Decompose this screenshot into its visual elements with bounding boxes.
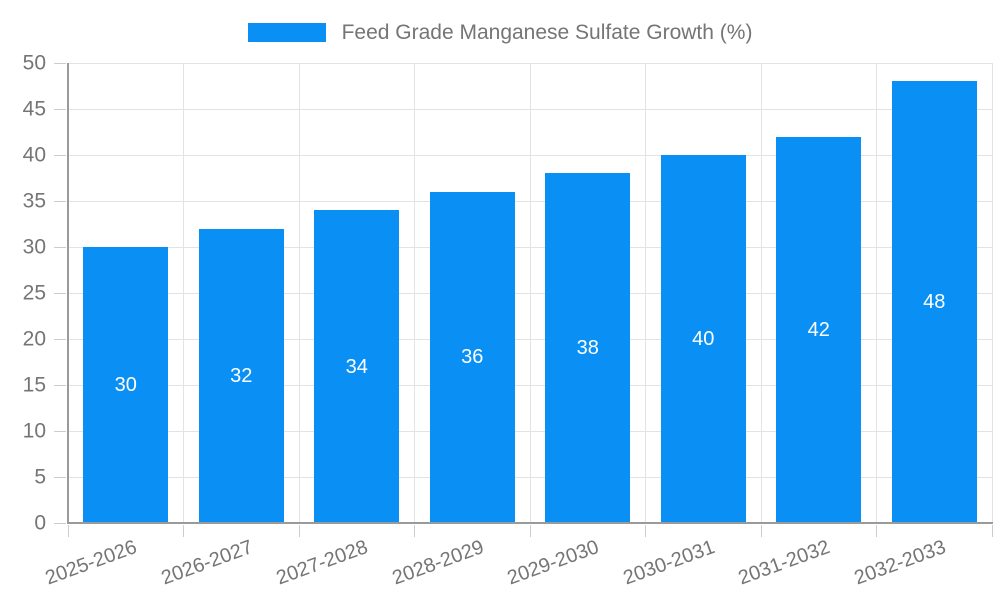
bar[interactable] xyxy=(429,191,515,522)
x-axis-line xyxy=(67,522,993,524)
x-tick-mark xyxy=(529,525,531,537)
x-tick-mark xyxy=(298,525,300,537)
bar-value-label: 40 xyxy=(692,328,715,350)
y-tick-label: 15 xyxy=(22,373,46,397)
bar-value-label: 30 xyxy=(114,374,137,396)
y-tick-label: 35 xyxy=(22,189,46,213)
x-tick-mark xyxy=(414,525,415,537)
y-tick-label: 40 xyxy=(22,143,46,167)
y-tick-mark xyxy=(54,292,66,294)
y-tick-label: 0 xyxy=(34,511,46,535)
bar[interactable] xyxy=(776,136,862,522)
y-tick-label: 25 xyxy=(22,281,46,305)
x-tick-mark xyxy=(760,525,762,537)
chart-legend[interactable]: Feed Grade Manganese Sulfate Growth (%) xyxy=(0,14,1000,50)
x-tick-mark xyxy=(645,525,646,537)
x-tick-label: 2032-2033 xyxy=(851,536,949,590)
bar-value-label: 32 xyxy=(230,364,253,387)
y-axis-line xyxy=(67,63,69,523)
bar-value-label: 38 xyxy=(576,337,599,360)
y-tick-mark xyxy=(54,476,66,478)
y-tick-mark xyxy=(54,108,66,110)
x-gridline xyxy=(298,63,300,523)
y-tick-mark xyxy=(54,246,66,248)
bar[interactable] xyxy=(545,173,631,522)
y-tick-label: 50 xyxy=(22,51,46,75)
y-tick-label: 30 xyxy=(22,235,46,259)
y-tick-mark xyxy=(54,522,66,524)
y-tick-mark xyxy=(54,154,66,156)
x-tick-label: 2029-2030 xyxy=(504,536,602,590)
x-tick-label: 2031-2032 xyxy=(735,536,833,590)
x-tick-label: 2026-2027 xyxy=(158,536,256,590)
x-gridline xyxy=(760,63,762,523)
x-tick-label: 2028-2029 xyxy=(389,536,487,590)
x-tick-mark xyxy=(876,525,877,537)
y-tick-label: 5 xyxy=(34,465,46,489)
bar-value-label: 36 xyxy=(461,346,484,369)
x-gridline xyxy=(529,63,531,523)
y-tick-mark xyxy=(54,338,66,340)
y-tick-mark xyxy=(54,200,66,202)
y-tick-mark xyxy=(54,384,66,386)
x-gridline xyxy=(183,63,184,523)
legend-swatch xyxy=(247,22,326,42)
y-tick-label: 10 xyxy=(22,419,46,443)
x-tick-mark xyxy=(183,525,184,537)
bar[interactable] xyxy=(891,81,977,522)
bar-value-label: 34 xyxy=(345,355,368,378)
bar-value-label: 42 xyxy=(807,318,830,341)
y-tick-label: 45 xyxy=(22,97,46,121)
legend-label: Feed Grade Manganese Sulfate Growth (%) xyxy=(341,20,753,44)
y-tick-mark xyxy=(54,62,66,64)
bar[interactable] xyxy=(660,155,746,522)
bar[interactable] xyxy=(314,210,400,522)
bar[interactable] xyxy=(198,228,284,522)
x-tick-label: 2030-2031 xyxy=(620,536,718,590)
x-tick-label: 2025-2026 xyxy=(42,536,140,590)
x-gridline xyxy=(876,63,877,523)
x-gridline xyxy=(645,63,646,523)
x-tick-label: 2027-2028 xyxy=(273,536,371,590)
x-gridline xyxy=(991,63,993,523)
x-tick-mark xyxy=(67,525,69,537)
x-gridline xyxy=(414,63,415,523)
bar[interactable] xyxy=(83,247,169,522)
bar-value-label: 48 xyxy=(923,291,946,314)
y-tick-mark xyxy=(54,430,66,432)
x-tick-mark xyxy=(991,525,993,537)
y-tick-label: 20 xyxy=(22,327,46,351)
